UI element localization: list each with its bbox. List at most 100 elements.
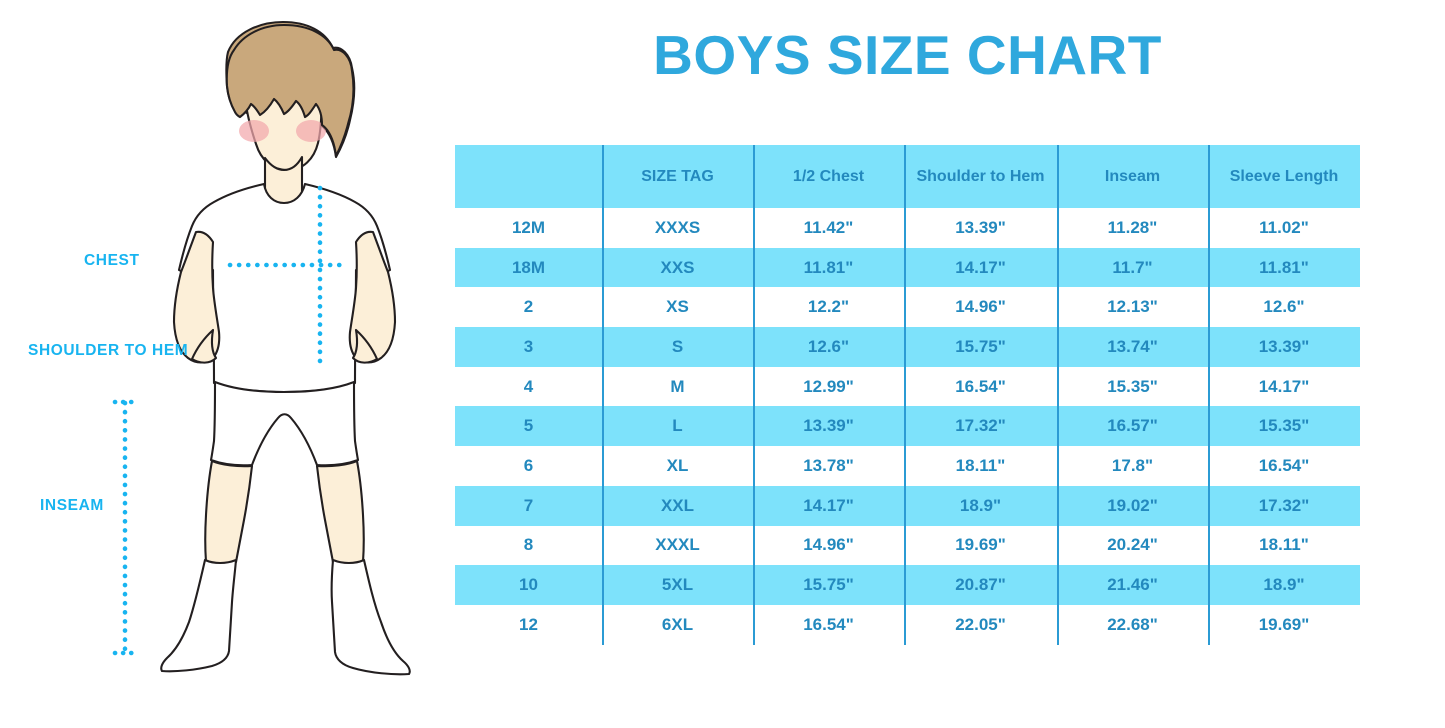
cell-shoulder-to-hem: 22.05" [904,604,1057,645]
column-header-inseam: Inseam [1057,145,1208,208]
table-row: 7 XXL 14.17" 18.9" 19.02" 17.32" [455,485,1360,526]
table-row: 4 M 12.99" 16.54" 15.35" 14.17" [455,366,1360,407]
cell-size-tag: XXS [602,247,753,288]
cell-sleeve-length: 17.32" [1208,485,1360,526]
cell-shoulder-to-hem: 13.39" [904,208,1057,248]
cell-shoulder-to-hem: 19.69" [904,525,1057,566]
cell-sleeve-length: 14.17" [1208,366,1360,407]
inseam-label: INSEAM [40,497,104,514]
shorts [209,380,360,467]
cell-inseam: 21.46" [1057,565,1208,605]
cell-half-chest: 14.96" [753,525,904,566]
cell-shoulder-to-hem: 15.75" [904,327,1057,367]
cell-shoulder-to-hem: 14.17" [904,247,1057,288]
cell-shoulder-to-hem: 20.87" [904,565,1057,605]
cell-sleeve-length: 16.54" [1208,446,1360,486]
cell-half-chest: 12.99" [753,366,904,407]
table-row: 2 XS 12.2" 14.96" 12.13" 12.6" [455,287,1360,328]
cell-inseam: 20.24" [1057,525,1208,566]
cell-shoulder-to-hem: 14.96" [904,287,1057,328]
cell-inseam: 12.13" [1057,287,1208,328]
table-row: 12M XXXS 11.42" 13.39" 11.28" 11.02" [455,208,1360,248]
cell-size: 3 [455,327,602,367]
cell-size-tag: S [602,327,753,367]
cell-size: 18M [455,247,602,288]
cell-shoulder-to-hem: 18.9" [904,485,1057,526]
cell-inseam: 13.74" [1057,327,1208,367]
table-row: 5 L 13.39" 17.32" 16.57" 15.35" [455,406,1360,447]
cell-sleeve-length: 11.81" [1208,247,1360,288]
left-leg [204,459,254,566]
column-header-size-tag: SIZE TAG [602,145,753,208]
cell-sleeve-length: 15.35" [1208,406,1360,447]
cell-shoulder-to-hem: 17.32" [904,406,1057,447]
cell-size: 6 [455,446,602,486]
cell-inseam: 11.28" [1057,208,1208,248]
cell-half-chest: 15.75" [753,565,904,605]
cell-inseam: 15.35" [1057,366,1208,407]
column-header-sleeve-length: Sleeve Length [1208,145,1360,208]
size-chart-table: SIZE TAG 1/2 Chest Shoulder to Hem Insea… [455,145,1360,645]
right-leg [315,459,365,566]
cell-half-chest: 12.2" [753,287,904,328]
cell-shoulder-to-hem: 18.11" [904,446,1057,486]
boy-figure-svg [112,20,411,676]
column-header-size [455,145,602,208]
table-body: 12M XXXS 11.42" 13.39" 11.28" 11.02" 18M XXS 11.… [455,208,1360,645]
cell-size: 7 [455,485,602,526]
cell-sleeve-length: 19.69" [1208,604,1360,645]
cell-size-tag: XXXS [602,208,753,248]
left-hand [190,328,218,364]
right-hand [351,328,379,364]
cell-sleeve-length: 12.6" [1208,287,1360,328]
cell-inseam: 22.68" [1057,604,1208,645]
cell-inseam: 17.8" [1057,446,1208,486]
chest-label: CHEST [84,252,140,269]
cell-size-tag: XXXL [602,525,753,566]
table-row: 12 6XL 16.54" 22.05" 22.68" 19.69" [455,604,1360,645]
hair-fringe [225,23,355,158]
blush-right-cheek [296,120,326,142]
cell-size: 12M [455,208,602,248]
left-sock [160,558,238,673]
cell-size-tag: XL [602,446,753,486]
cell-size: 5 [455,406,602,447]
cell-size-tag: 6XL [602,604,753,645]
cell-size: 2 [455,287,602,328]
cell-half-chest: 14.17" [753,485,904,526]
cell-sleeve-length: 18.9" [1208,565,1360,605]
boy-figure-illustration: CHEST SHOULDER TO HEM INSEAM [0,0,440,723]
table-row: 18M XXS 11.81" 14.17" 11.7" 11.81" [455,247,1360,288]
cell-half-chest: 16.54" [753,604,904,645]
column-header-half-chest: 1/2 Chest [753,145,904,208]
column-header-shoulder-to-hem: Shoulder to Hem [904,145,1057,208]
size-chart-container: SIZE TAG 1/2 Chest Shoulder to Hem Insea… [455,145,1360,645]
cell-size: 10 [455,565,602,605]
cell-sleeve-length: 11.02" [1208,208,1360,248]
shoulder-to-hem-label: SHOULDER TO HEM [28,342,189,359]
table-row: 6 XL 13.78" 18.11" 17.8" 16.54" [455,446,1360,486]
cell-half-chest: 13.39" [753,406,904,447]
cell-inseam: 11.7" [1057,247,1208,288]
table-header-row: SIZE TAG 1/2 Chest Shoulder to Hem Insea… [455,145,1360,208]
cell-size: 12 [455,604,602,645]
cell-shoulder-to-hem: 16.54" [904,366,1057,407]
cell-size: 4 [455,366,602,407]
cell-size-tag: XS [602,287,753,328]
cell-size-tag: 5XL [602,565,753,605]
cell-half-chest: 11.81" [753,247,904,288]
cell-sleeve-length: 13.39" [1208,327,1360,367]
blush-left-cheek [239,120,269,142]
cell-half-chest: 12.6" [753,327,904,367]
cell-half-chest: 13.78" [753,446,904,486]
page-title: BOYS SIZE CHART [653,24,1162,86]
cell-sleeve-length: 18.11" [1208,525,1360,566]
table-row: 8 XXXL 14.96" 19.69" 20.24" 18.11" [455,525,1360,566]
cell-size-tag: L [602,406,753,447]
cell-inseam: 19.02" [1057,485,1208,526]
cell-size-tag: XXL [602,485,753,526]
table-row: 10 5XL 15.75" 20.87" 21.46" 18.9" [455,565,1360,605]
cell-half-chest: 11.42" [753,208,904,248]
cell-size-tag: M [602,366,753,407]
right-sock [330,558,411,676]
